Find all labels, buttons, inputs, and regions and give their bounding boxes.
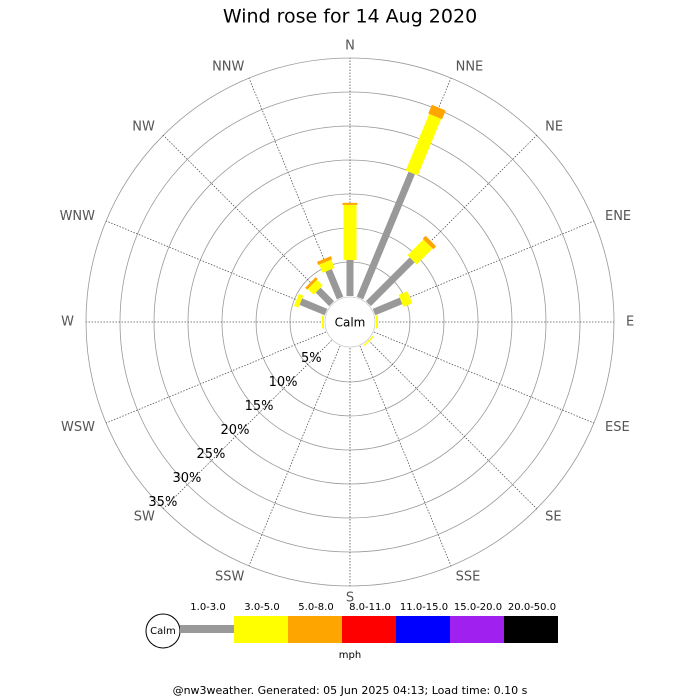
wind-bar xyxy=(405,113,442,176)
direction-label: NE xyxy=(545,119,563,134)
direction-label: ENE xyxy=(605,209,631,224)
grid-ring xyxy=(153,125,547,519)
legend-swatch xyxy=(504,616,558,643)
wind-bar xyxy=(325,268,344,300)
wind-bar xyxy=(398,291,413,307)
direction-label: S xyxy=(346,591,354,606)
wind-bar xyxy=(407,239,433,265)
legend-label: 8.0-11.0 xyxy=(349,602,391,613)
direction-label: NNW xyxy=(212,60,244,75)
legend-swatch xyxy=(288,616,342,643)
wind-bar xyxy=(293,293,304,308)
wind-bar xyxy=(299,298,328,316)
wind-bar xyxy=(356,171,415,300)
wind-bar xyxy=(316,256,333,266)
legend-swatch xyxy=(342,616,396,643)
direction-label: WNW xyxy=(60,209,96,224)
legend-swatch xyxy=(180,625,234,633)
spoke xyxy=(248,345,341,567)
legend-label: 5.0-8.0 xyxy=(298,602,333,613)
r-tick-label: 35% xyxy=(148,495,177,510)
legend-label: 15.0-20.0 xyxy=(454,602,502,613)
spoke xyxy=(373,331,595,424)
legend-label: 11.0-15.0 xyxy=(400,602,448,613)
legend-swatch xyxy=(234,616,288,643)
r-tick-label: 30% xyxy=(172,471,201,486)
direction-label: SW xyxy=(134,510,155,525)
spoke xyxy=(105,331,327,424)
wind-bar xyxy=(305,277,318,290)
direction-label: N xyxy=(345,39,355,54)
wind-bar xyxy=(315,287,335,307)
r-tick-label: 25% xyxy=(197,447,226,462)
calm-circle xyxy=(324,296,376,348)
legend-swatch xyxy=(396,616,450,643)
footer: @nw3weather. Generated: 05 Jun 2025 04:1… xyxy=(173,684,528,697)
r-tick-label: 10% xyxy=(269,375,298,390)
spoke xyxy=(163,340,332,509)
wind-bar xyxy=(365,257,415,307)
direction-label: E xyxy=(626,315,634,330)
direction-label: WSW xyxy=(61,420,95,435)
wind-bar xyxy=(422,235,437,250)
legend-label: 20.0-50.0 xyxy=(508,602,556,613)
direction-label: ESE xyxy=(605,420,630,435)
r-tick-label: 15% xyxy=(245,399,274,414)
spoke xyxy=(359,345,452,567)
chart-title: Wind rose for 14 Aug 2020 xyxy=(223,6,477,28)
spoke xyxy=(368,340,537,509)
legend-label: 1.0-3.0 xyxy=(190,602,225,613)
spoke xyxy=(373,220,595,313)
wind-bar xyxy=(307,279,323,295)
legend-swatch xyxy=(450,616,504,643)
unit-label: mph xyxy=(339,650,361,661)
wind-bar xyxy=(319,259,335,273)
wind-bar xyxy=(363,335,374,346)
calm-label: Calm xyxy=(335,316,366,330)
spoke xyxy=(105,220,327,313)
spoke xyxy=(163,135,332,304)
wind-bar xyxy=(372,297,403,316)
legend-calm-label: Calm xyxy=(150,626,176,637)
direction-label: SSE xyxy=(456,569,481,584)
direction-label: SE xyxy=(545,510,561,525)
wind-bar xyxy=(428,104,446,120)
legend-label: 3.0-5.0 xyxy=(244,602,279,613)
direction-label: NNE xyxy=(456,60,484,75)
r-tick-label: 20% xyxy=(221,423,250,438)
direction-label: NW xyxy=(132,119,155,134)
direction-label: SSW xyxy=(215,569,245,584)
r-tick-label: 5% xyxy=(301,351,322,366)
direction-label: W xyxy=(61,315,74,330)
